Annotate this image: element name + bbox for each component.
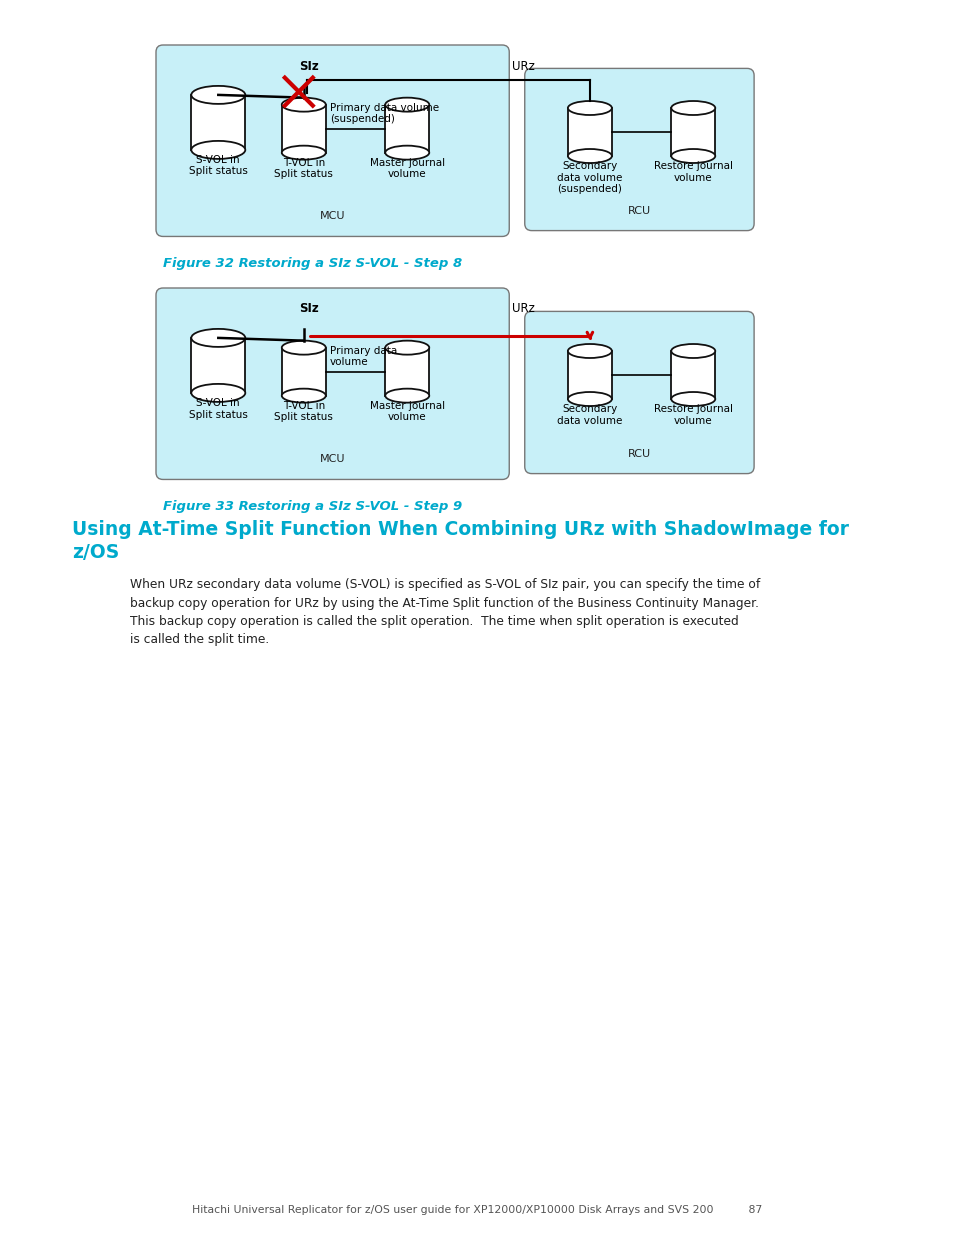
Text: Hitachi Universal Replicator for z/OS user guide for XP12000/XP10000 Disk Arrays: Hitachi Universal Replicator for z/OS us… xyxy=(192,1205,761,1215)
Text: Primary data volume
(suspended): Primary data volume (suspended) xyxy=(330,103,438,125)
Polygon shape xyxy=(671,107,715,156)
Text: Secondary
data volume: Secondary data volume xyxy=(557,404,622,426)
Ellipse shape xyxy=(567,101,611,115)
Ellipse shape xyxy=(567,149,611,163)
Text: RCU: RCU xyxy=(627,448,650,458)
Text: Master journal
volume: Master journal volume xyxy=(370,158,444,179)
Polygon shape xyxy=(385,105,429,153)
Polygon shape xyxy=(192,338,245,393)
FancyBboxPatch shape xyxy=(156,44,509,236)
Text: Primary data
volume: Primary data volume xyxy=(330,346,396,367)
Ellipse shape xyxy=(192,141,245,159)
Text: Figure 32 Restoring a SIz S-VOL - Step 8: Figure 32 Restoring a SIz S-VOL - Step 8 xyxy=(163,257,462,270)
Ellipse shape xyxy=(281,341,325,354)
Text: SIz: SIz xyxy=(298,303,318,315)
Ellipse shape xyxy=(671,391,715,406)
Polygon shape xyxy=(281,347,325,395)
Text: URz: URz xyxy=(512,303,535,315)
Text: S-VOL in
Split status: S-VOL in Split status xyxy=(189,154,248,177)
Ellipse shape xyxy=(281,389,325,403)
Ellipse shape xyxy=(671,345,715,358)
Text: Using At-Time Split Function When Combining URz with ShadowImage for
z/OS: Using At-Time Split Function When Combin… xyxy=(71,520,848,562)
Text: MCU: MCU xyxy=(319,454,345,464)
Text: RCU: RCU xyxy=(627,205,650,216)
Text: SIz: SIz xyxy=(298,59,318,73)
Polygon shape xyxy=(671,351,715,399)
Ellipse shape xyxy=(567,391,611,406)
Text: Secondary
data volume
(suspended): Secondary data volume (suspended) xyxy=(557,161,622,194)
Ellipse shape xyxy=(385,389,429,403)
Text: Restore journal
volume: Restore journal volume xyxy=(653,161,732,183)
Polygon shape xyxy=(281,105,325,153)
Ellipse shape xyxy=(281,146,325,159)
FancyBboxPatch shape xyxy=(524,68,753,231)
Ellipse shape xyxy=(385,146,429,159)
FancyBboxPatch shape xyxy=(156,288,509,479)
Polygon shape xyxy=(567,107,611,156)
Polygon shape xyxy=(385,347,429,395)
Polygon shape xyxy=(192,95,245,149)
Ellipse shape xyxy=(192,86,245,104)
Text: Master journal
volume: Master journal volume xyxy=(370,400,444,422)
Ellipse shape xyxy=(192,384,245,401)
Ellipse shape xyxy=(385,341,429,354)
Text: Figure 33 Restoring a SIz S-VOL - Step 9: Figure 33 Restoring a SIz S-VOL - Step 9 xyxy=(163,500,462,513)
Text: T-VOL in
Split status: T-VOL in Split status xyxy=(274,158,333,179)
Text: T-VOL in
Split status: T-VOL in Split status xyxy=(274,400,333,422)
FancyBboxPatch shape xyxy=(524,311,753,473)
Text: Restore journal
volume: Restore journal volume xyxy=(653,404,732,426)
Ellipse shape xyxy=(281,98,325,111)
Ellipse shape xyxy=(385,98,429,111)
Ellipse shape xyxy=(192,329,245,347)
Ellipse shape xyxy=(567,345,611,358)
Text: When URz secondary data volume (S-VOL) is specified as S-VOL of SIz pair, you ca: When URz secondary data volume (S-VOL) i… xyxy=(130,578,760,646)
Ellipse shape xyxy=(671,149,715,163)
Text: MCU: MCU xyxy=(319,211,345,221)
Text: S-VOL in
Split status: S-VOL in Split status xyxy=(189,398,248,420)
Text: URz: URz xyxy=(512,59,535,73)
Polygon shape xyxy=(567,351,611,399)
Ellipse shape xyxy=(671,101,715,115)
